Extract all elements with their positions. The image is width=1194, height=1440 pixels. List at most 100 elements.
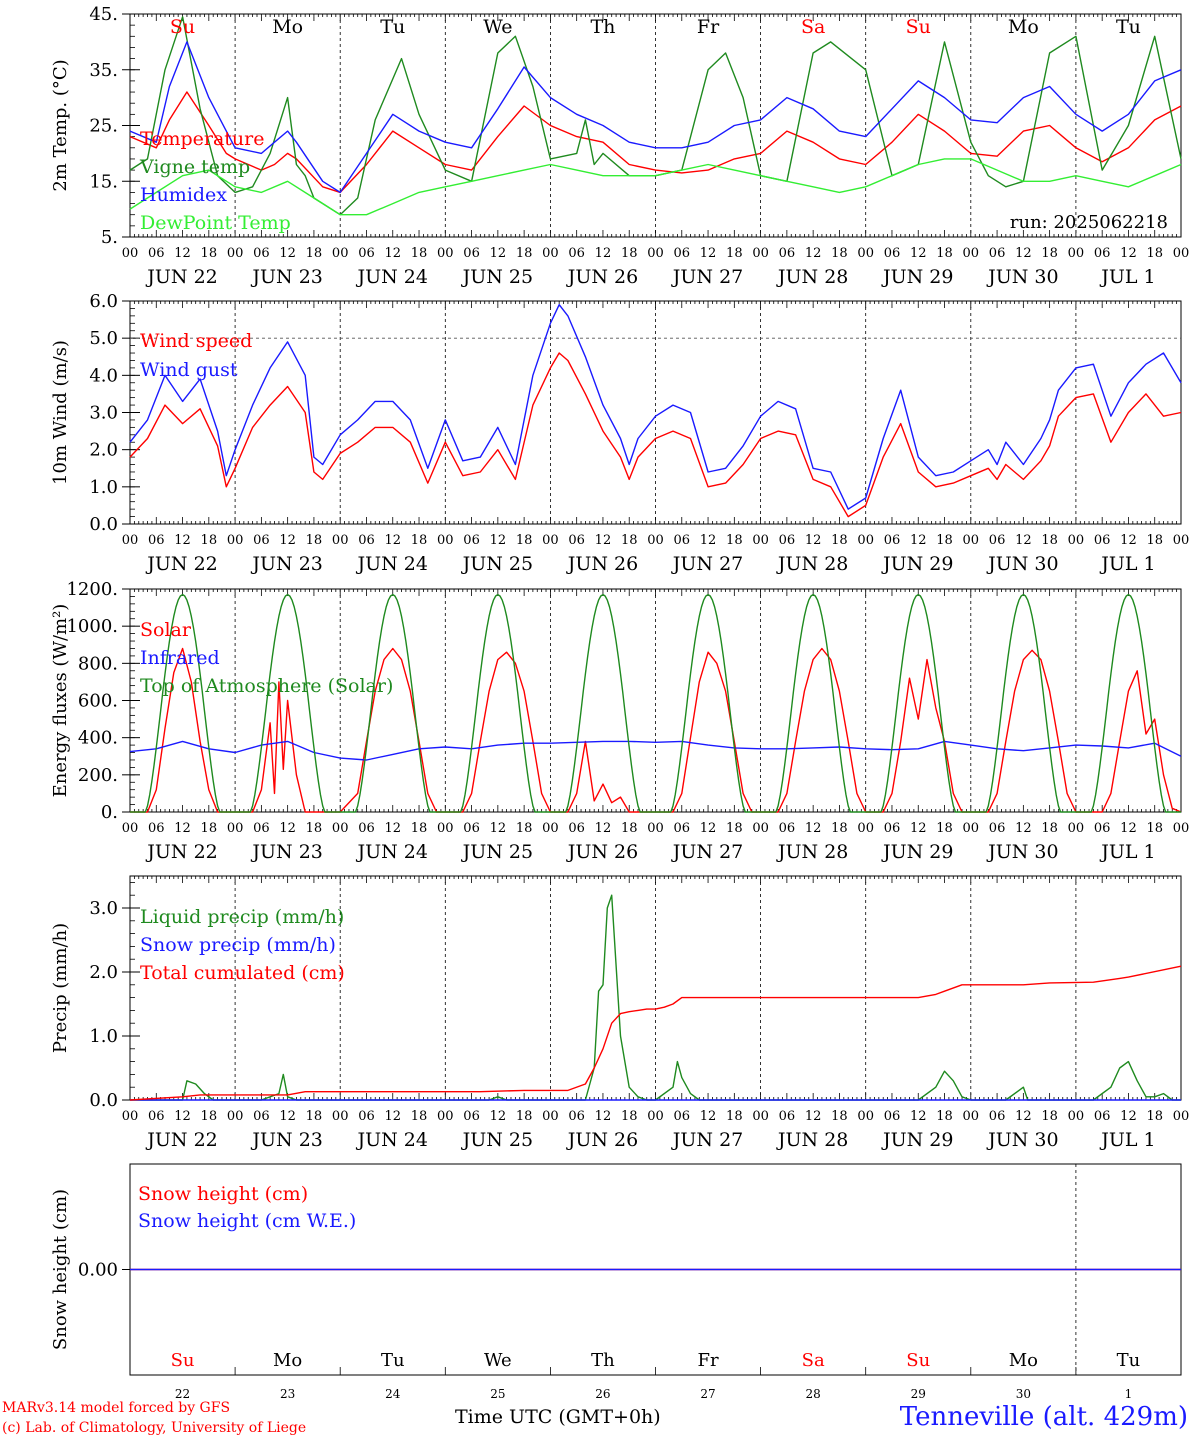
x-hour-tick-label: 06 — [358, 246, 375, 261]
legend-entry: Snow precip (mm/h) — [140, 934, 336, 956]
x-hour-tick-label: 12 — [1120, 821, 1137, 836]
series-line-liquid-precip-mm-h — [130, 894, 1181, 1101]
day-name-label: Mo — [1009, 1350, 1038, 1371]
day-name-label: Tu — [380, 16, 405, 38]
y-tick-label: 2.0 — [89, 440, 118, 461]
x-hour-tick-label: 00 — [963, 1109, 980, 1124]
x-hour-tick-label: 00 — [857, 1109, 874, 1124]
x-hour-tick-label: 12 — [805, 533, 822, 548]
x-hour-tick-label: 06 — [884, 533, 901, 548]
x-hour-tick-label: 06 — [568, 246, 585, 261]
x-hour-tick-label: 06 — [148, 1109, 165, 1124]
x-hour-tick-label: 00 — [542, 821, 559, 836]
x-hour-tick-label: 18 — [831, 246, 848, 261]
day-name-label: We — [484, 1350, 512, 1371]
x-date-label: JUN 23 — [250, 266, 322, 288]
x-hour-tick-label: 18 — [411, 246, 428, 261]
series-line-wind-gust — [129, 304, 1182, 510]
x-hour-tick-label: 06 — [989, 821, 1006, 836]
x-date-label: JUN 26 — [566, 841, 638, 863]
x-hour-tick-label: 06 — [674, 821, 691, 836]
x-hour-tick-label: 12 — [700, 821, 717, 836]
x-hour-tick-label: 12 — [279, 1109, 296, 1124]
x-date-label: JUN 24 — [356, 1129, 428, 1151]
x-hour-tick-label: 18 — [1041, 533, 1058, 548]
x-hour-tick-label: 18 — [621, 246, 638, 261]
x-hour-tick-label: 06 — [463, 533, 480, 548]
legend-entry: Humidex — [140, 184, 227, 206]
x-hour-tick-label: 12 — [490, 1109, 507, 1124]
x-hour-tick-label: 18 — [726, 1109, 743, 1124]
x-hour-tick-label: 00 — [647, 533, 664, 548]
x-hour-tick-label: 12 — [1015, 821, 1032, 836]
legend-entry: Temperature — [140, 128, 264, 150]
x-hour-tick-label: 00 — [122, 1109, 139, 1124]
x-hour-tick-label: 00 — [437, 246, 454, 261]
y-tick-label: 45. — [89, 4, 118, 25]
day-number-label: 26 — [595, 1387, 610, 1401]
day-name-label: Sa — [801, 16, 825, 38]
legend-entry: Infrared — [140, 647, 220, 669]
x-hour-tick-label: 06 — [568, 533, 585, 548]
x-date-label: JUN 27 — [671, 1129, 743, 1151]
y-axis-title: Precip (mm/h) — [50, 923, 71, 1053]
legend-entry: Snow height (cm) — [138, 1183, 308, 1205]
x-hour-tick-label: 18 — [411, 1109, 428, 1124]
y-tick-label: 15. — [89, 171, 118, 192]
x-hour-tick-label: 06 — [989, 1109, 1006, 1124]
legend-entry: Vigne temp — [139, 156, 250, 178]
x-hour-tick-label: 06 — [463, 1109, 480, 1124]
x-hour-tick-label: 00 — [227, 821, 244, 836]
x-hour-tick-label: 12 — [174, 821, 191, 836]
x-date-label: JUN 30 — [986, 553, 1058, 575]
x-hour-tick-label: 00 — [752, 246, 769, 261]
day-name-label: Su — [171, 1350, 195, 1371]
x-hour-tick-label: 06 — [253, 821, 270, 836]
x-date-label: JUN 23 — [250, 841, 322, 863]
x-hour-tick-label: 18 — [1146, 246, 1163, 261]
series-line-infrared — [129, 740, 1182, 761]
x-date-label: JUN 27 — [671, 841, 743, 863]
x-hour-tick-label: 12 — [910, 246, 927, 261]
day-name-label: Mo — [272, 16, 303, 38]
x-hour-tick-label: 06 — [1094, 821, 1111, 836]
series-line-vigne-temp — [129, 16, 1182, 216]
x-hour-tick-label: 12 — [595, 1109, 612, 1124]
legend-entry: Wind gust — [140, 359, 238, 381]
x-hour-tick-label: 00 — [1173, 246, 1190, 261]
legend-entry: Total cumulated (cm) — [140, 962, 345, 984]
x-hour-tick-label: 00 — [437, 821, 454, 836]
y-tick-label: 400. — [78, 728, 118, 749]
x-hour-tick-label: 12 — [384, 821, 401, 836]
x-hour-tick-label: 00 — [752, 533, 769, 548]
series-line-top-of-atmosphere-solar — [130, 593, 1181, 813]
legend-entry: Wind speed — [140, 330, 252, 352]
x-hour-tick-label: 00 — [963, 533, 980, 548]
day-number-label: 24 — [385, 1387, 401, 1401]
x-hour-tick-label: 00 — [122, 533, 139, 548]
x-hour-tick-label: 18 — [306, 821, 323, 836]
x-hour-tick-label: 06 — [779, 1109, 796, 1124]
x-hour-tick-label: 18 — [1146, 821, 1163, 836]
x-hour-tick-label: 06 — [568, 1109, 585, 1124]
day-number-label: 22 — [175, 1387, 190, 1401]
x-hour-tick-label: 12 — [805, 1109, 822, 1124]
series-line-wind-speed — [129, 352, 1182, 518]
day-name-label: We — [483, 16, 512, 38]
x-date-label: JUN 22 — [145, 841, 217, 863]
x-date-label: JUN 24 — [356, 553, 428, 575]
x-hour-tick-label: 06 — [989, 533, 1006, 548]
y-tick-label: 35. — [89, 60, 118, 81]
x-date-label: JUN 30 — [986, 841, 1058, 863]
x-hour-tick-label: 00 — [437, 533, 454, 548]
x-axis-title: Time UTC (GMT+0h) — [455, 1406, 661, 1428]
x-hour-tick-label: 06 — [463, 821, 480, 836]
x-hour-tick-label: 00 — [332, 821, 349, 836]
x-hour-tick-label: 00 — [122, 821, 139, 836]
x-hour-tick-label: 06 — [989, 246, 1006, 261]
x-date-label: JUN 26 — [566, 553, 638, 575]
day-number-label: 25 — [490, 1387, 505, 1401]
x-hour-tick-label: 12 — [805, 246, 822, 261]
x-date-label: JUN 23 — [250, 553, 322, 575]
